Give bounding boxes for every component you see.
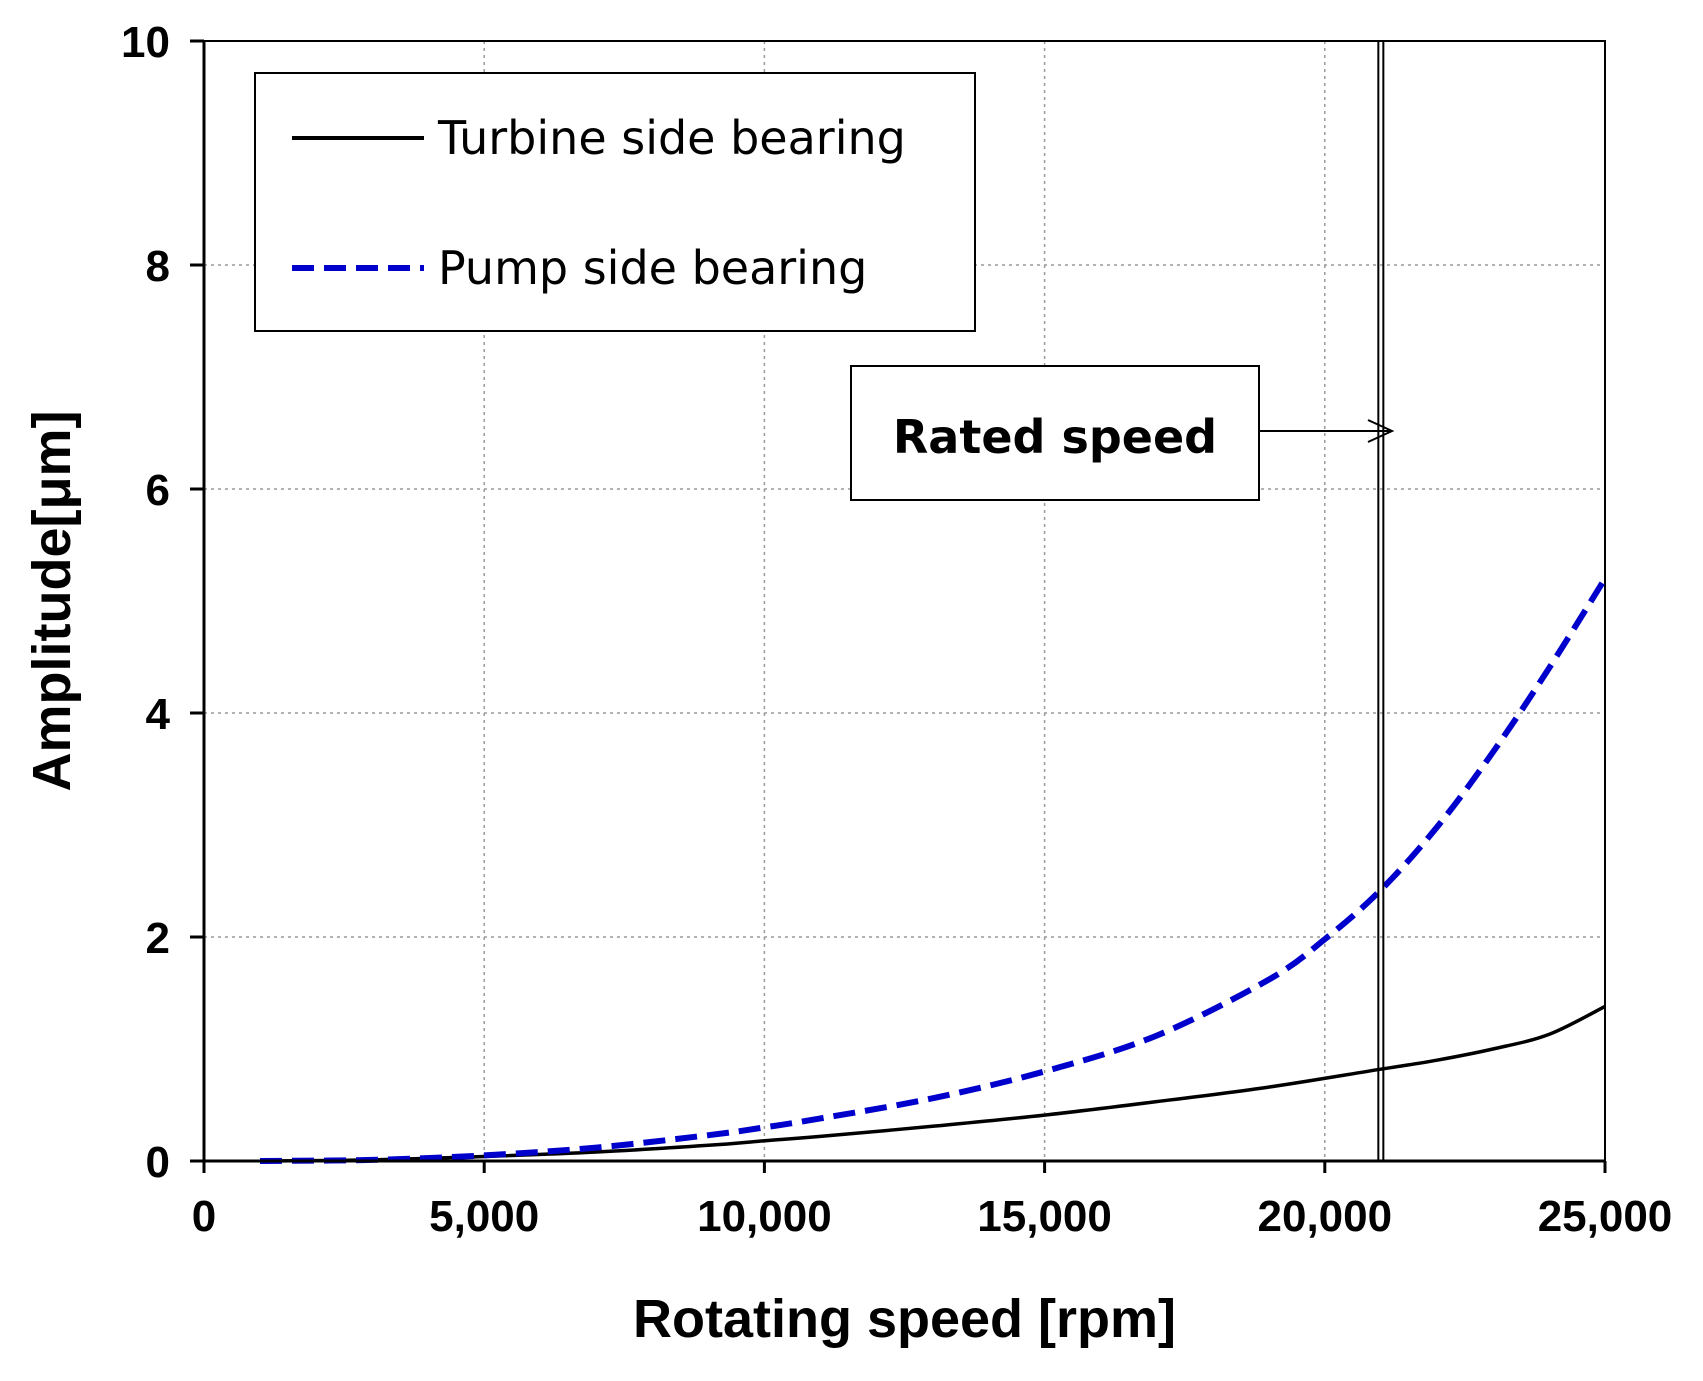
legend-label-turbine: Turbine side bearing [437,111,906,165]
legend-label-pump: Pump side bearing [438,241,867,295]
x-tick-label: 0 [192,1192,216,1241]
x-tick-label: 15,000 [977,1192,1112,1241]
rated-speed-annotation: Rated speed [850,365,1395,501]
x-tick-label: 25,000 [1538,1192,1673,1241]
series-line-turbine [259,1004,1606,1163]
y-tick-label: 8 [146,242,170,291]
y-axis-title: Amplitude[μm] [22,410,82,791]
legend: Turbine side bearing Pump side bearing [254,72,976,332]
legend-box [254,72,976,332]
x-axis-title: Rotating speed [rpm] [633,1289,1176,1349]
x-tick-label: 20,000 [1258,1192,1393,1241]
series-group [259,577,1608,1164]
y-tick-label: 0 [146,1138,170,1187]
y-tick-label: 6 [146,466,170,515]
rated-speed-box [850,365,1260,501]
y-tick-label: 2 [146,914,170,963]
x-tick-label: 5,000 [429,1192,539,1241]
y-tick-label: 4 [146,690,171,739]
series-line-pump [259,577,1608,1164]
rated-speed-label: Rated speed [893,410,1217,464]
x-tick-label: 10,000 [697,1192,832,1241]
y-tick-label: 10 [121,18,170,67]
